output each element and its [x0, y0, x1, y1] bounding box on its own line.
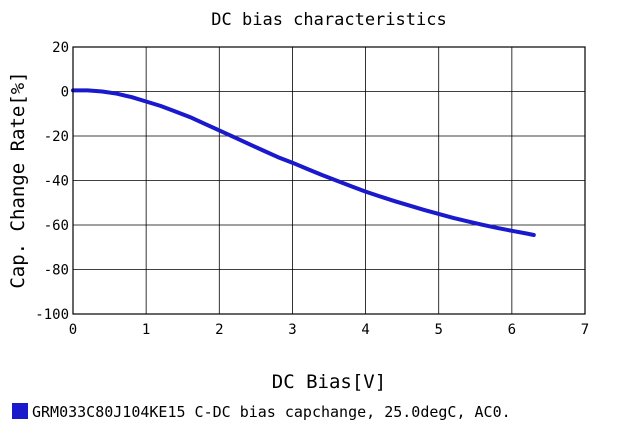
x-tick-labels: 0 1 2 3 4 5 6 7: [69, 322, 589, 338]
plot-frame: [72, 46, 586, 315]
y-tick-label: -60: [44, 218, 69, 234]
grid-lines: [73, 47, 585, 314]
x-tick-label: 7: [581, 322, 589, 338]
y-tick-label: 0: [61, 85, 69, 101]
series-line-0: [71, 88, 536, 237]
legend-swatch: [12, 403, 28, 419]
x-tick-label: 1: [142, 322, 150, 338]
x-tick-label: 6: [508, 322, 516, 338]
y-tick-labels: 20 0 -20 -40 -60 -80 -100: [35, 40, 69, 323]
y-tick-label: -80: [44, 263, 69, 279]
legend-label: GRM033C80J104KE15 C-DC bias capchange, 2…: [32, 403, 511, 421]
x-tick-label: 2: [215, 322, 223, 338]
y-tick-label: 20: [52, 40, 69, 56]
y-axis-label: Cap. Change Rate[%]: [7, 71, 29, 288]
y-tick-label: -100: [35, 307, 69, 323]
x-tick-label: 5: [434, 322, 442, 338]
x-tick-label: 0: [69, 322, 77, 338]
series-layer: [71, 88, 536, 237]
y-tick-label: -20: [44, 129, 69, 145]
x-axis-label: DC Bias[V]: [272, 371, 386, 393]
legend: GRM033C80J104KE15 C-DC bias capchange, 2…: [12, 403, 511, 421]
y-tick-label: -40: [44, 174, 69, 190]
x-tick-label: 4: [361, 322, 369, 338]
chart-title: DC bias characteristics: [211, 10, 446, 30]
x-tick-label: 3: [288, 322, 296, 338]
